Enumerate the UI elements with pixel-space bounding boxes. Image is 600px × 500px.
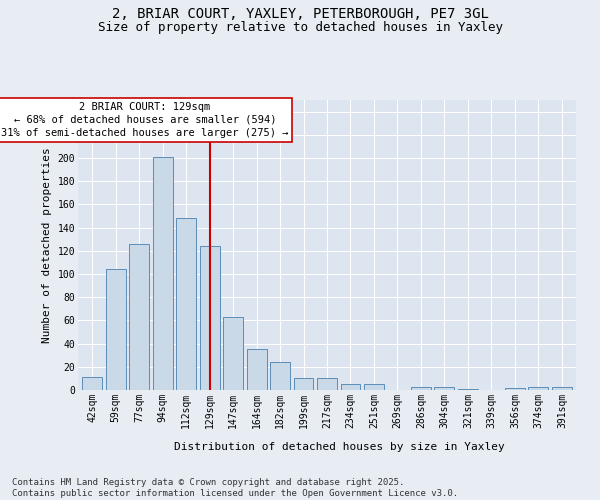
Bar — [552, 386, 572, 390]
Text: Distribution of detached houses by size in Yaxley: Distribution of detached houses by size … — [173, 442, 505, 452]
Text: 2, BRIAR COURT, YAXLEY, PETERBOROUGH, PE7 3GL: 2, BRIAR COURT, YAXLEY, PETERBOROUGH, PE… — [112, 8, 488, 22]
Bar — [176, 218, 196, 390]
Bar — [247, 350, 266, 390]
Bar — [505, 388, 525, 390]
Bar — [82, 377, 102, 390]
Text: Contains HM Land Registry data © Crown copyright and database right 2025.
Contai: Contains HM Land Registry data © Crown c… — [12, 478, 458, 498]
Bar — [364, 384, 384, 390]
Text: 2 BRIAR COURT: 129sqm
← 68% of detached houses are smaller (594)
31% of semi-det: 2 BRIAR COURT: 129sqm ← 68% of detached … — [1, 102, 289, 138]
Bar — [317, 378, 337, 390]
Bar — [411, 386, 431, 390]
Bar — [529, 386, 548, 390]
Text: Size of property relative to detached houses in Yaxley: Size of property relative to detached ho… — [97, 21, 503, 34]
Bar — [434, 386, 454, 390]
Bar — [270, 362, 290, 390]
Bar — [129, 244, 149, 390]
Bar — [152, 157, 173, 390]
Bar — [223, 317, 243, 390]
Bar — [458, 389, 478, 390]
Bar — [293, 378, 313, 390]
Y-axis label: Number of detached properties: Number of detached properties — [42, 147, 52, 343]
Bar — [106, 270, 125, 390]
Bar — [200, 246, 220, 390]
Bar — [341, 384, 361, 390]
